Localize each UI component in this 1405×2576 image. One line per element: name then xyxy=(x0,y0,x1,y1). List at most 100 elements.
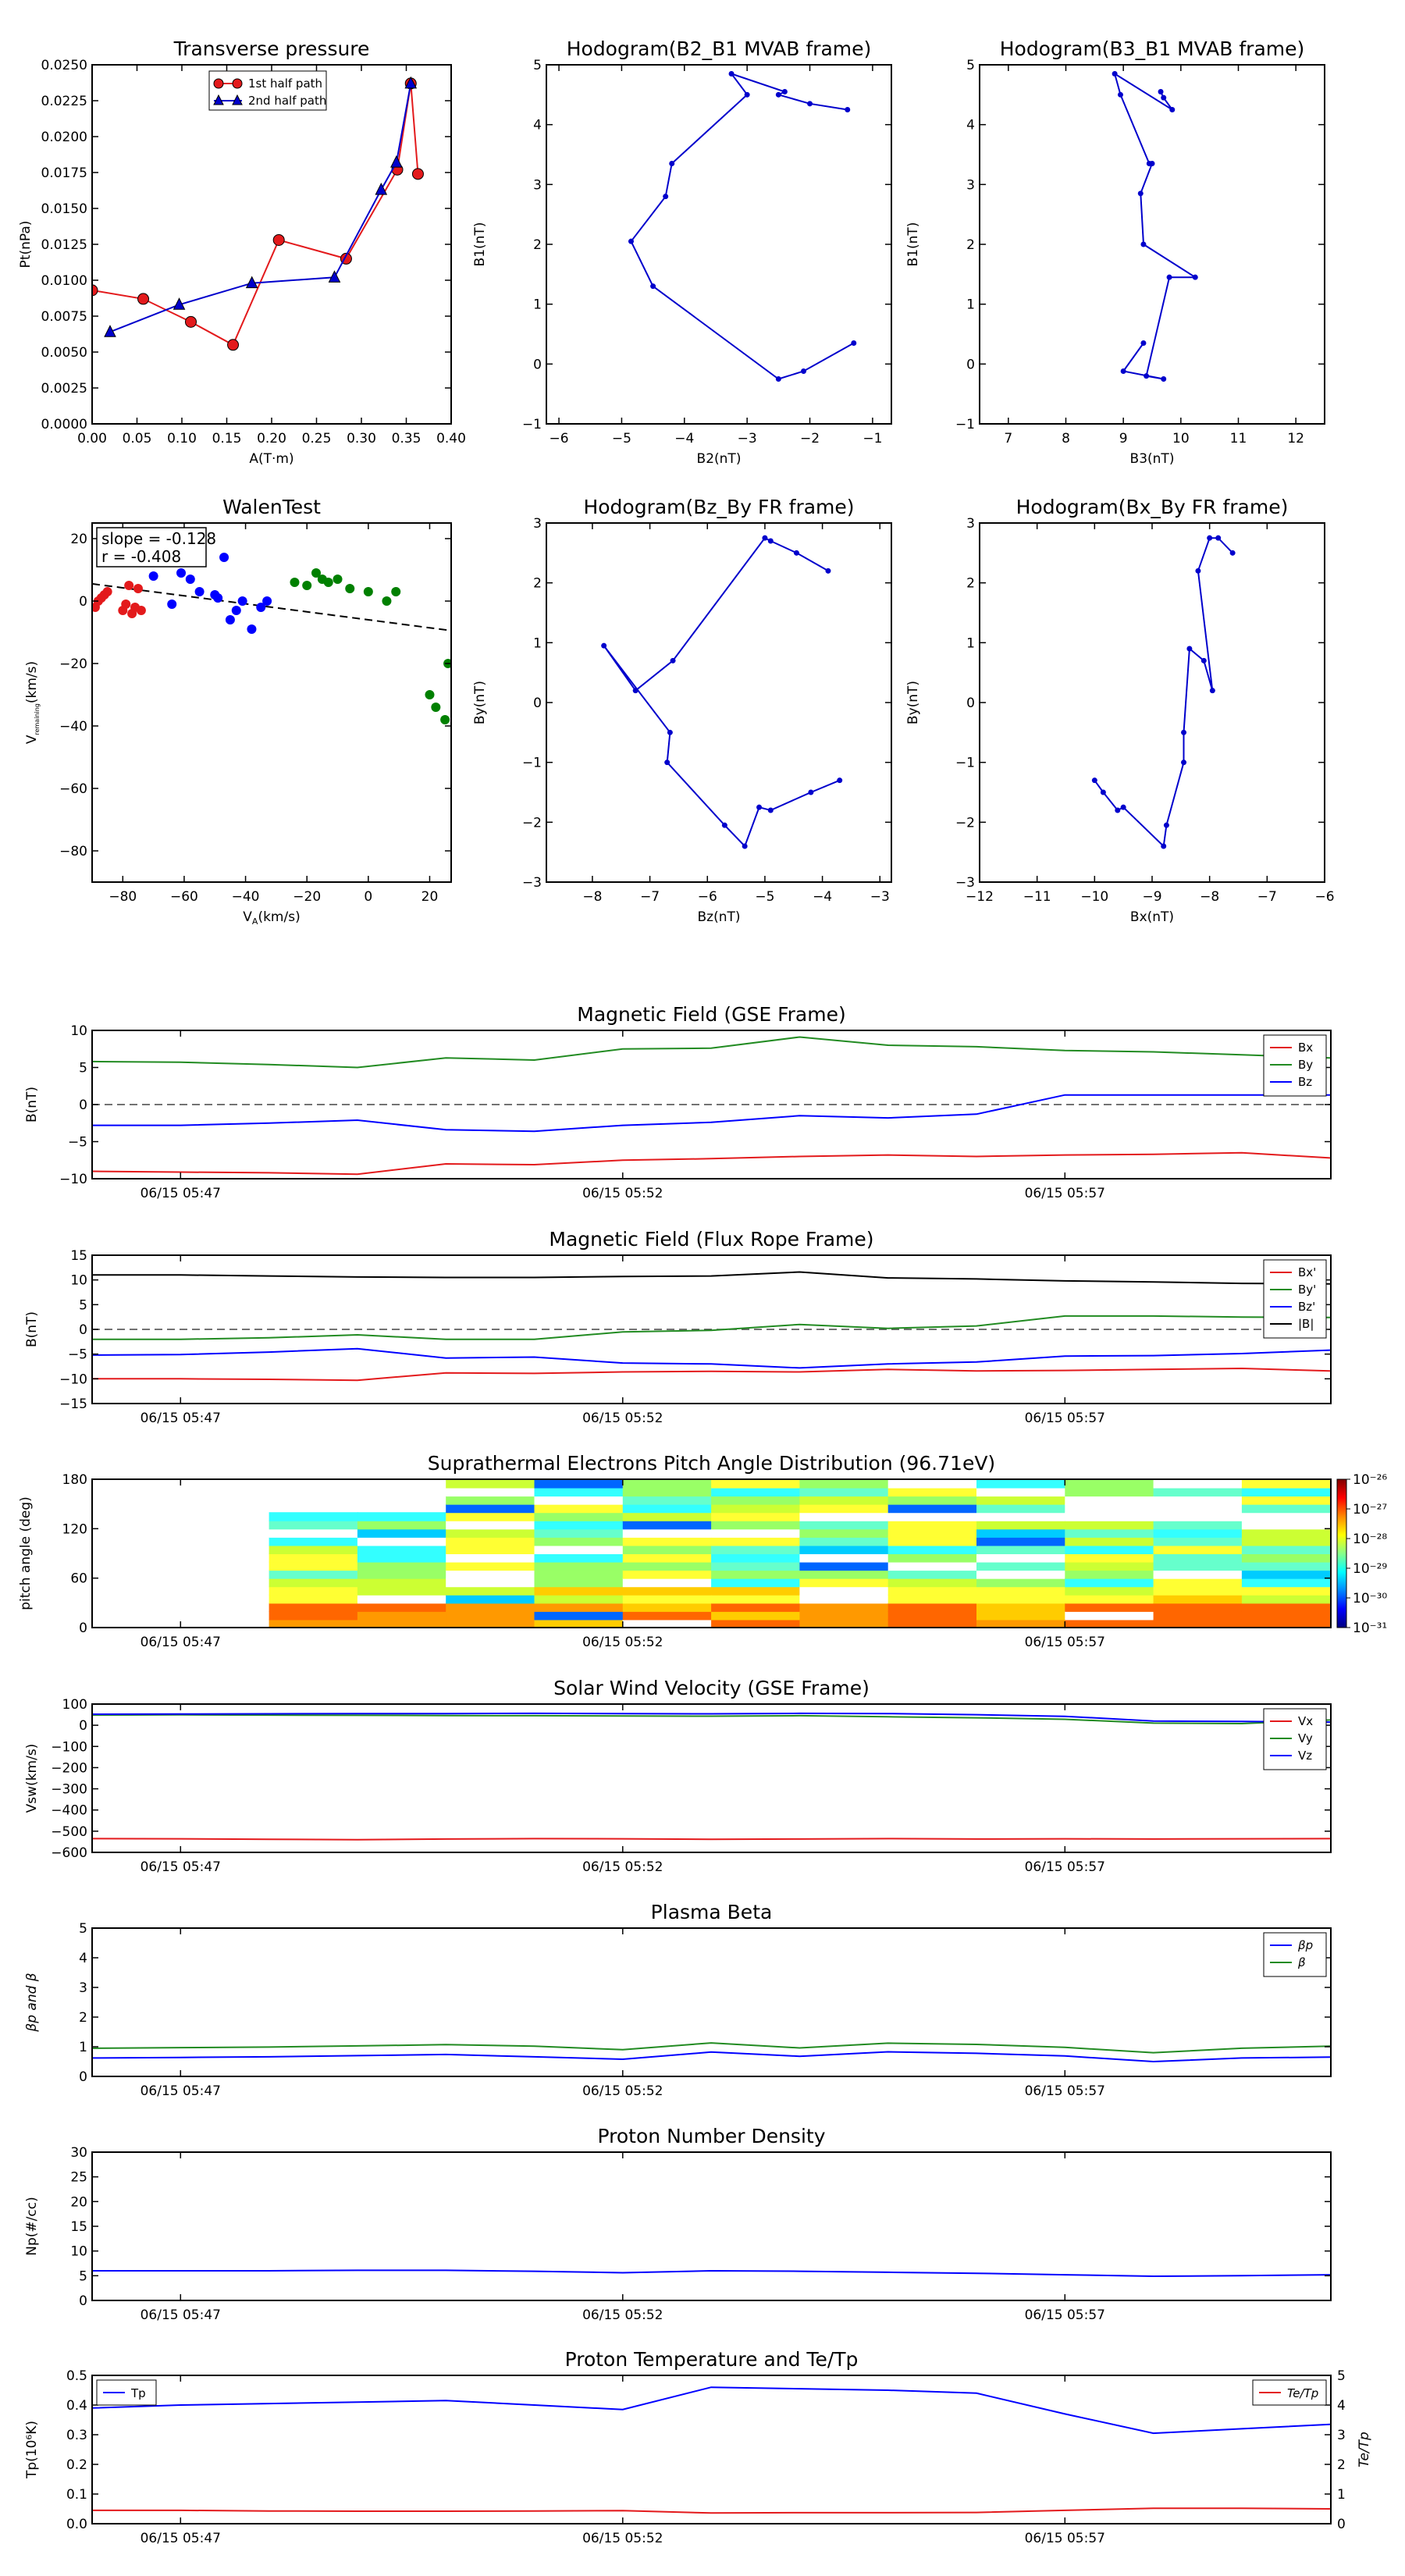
chart-h1: Hodogram(B2_B1 MVAB frame) −1 0 1 2 3 4 5 −6 −5 −4… xyxy=(472,37,892,467)
heatmap-cell xyxy=(1241,1496,1331,1505)
y-tick-label: 25 xyxy=(70,2170,87,2186)
heatmap-cell xyxy=(269,1586,358,1596)
heatmap-cell xyxy=(1153,1553,1243,1563)
colorbar-tick-label: 10⁻²⁹ xyxy=(1353,1561,1387,1577)
x-axis-label-sub: A xyxy=(252,916,258,927)
data-point xyxy=(1146,161,1152,166)
y-tick-label: −80 xyxy=(59,844,87,859)
data-point xyxy=(837,777,843,784)
chart-title: Hodogram(Bz_By FR frame) xyxy=(583,496,854,518)
heatmap-cell xyxy=(1241,1512,1331,1521)
colorbar-tick-label: 10⁻³¹ xyxy=(1353,1621,1387,1636)
y-tick-label: 0 xyxy=(79,1322,87,1338)
x-axis-label-unit: (km/s) xyxy=(258,909,300,925)
heatmap-cell xyxy=(711,1512,801,1521)
data-point xyxy=(323,578,333,587)
y-tick-label: 5 xyxy=(79,1297,87,1313)
data-point xyxy=(1144,373,1150,379)
heatmap-cell xyxy=(622,1545,713,1554)
y-tick-label: −1 xyxy=(522,756,542,771)
heatmap-cell xyxy=(1241,1610,1331,1621)
heatmap-cell xyxy=(269,1536,358,1546)
heatmap-cell xyxy=(976,1603,1066,1612)
x-tick-label: 06/15 05:47 xyxy=(140,1859,221,1875)
heatmap-cell xyxy=(1153,1536,1243,1546)
heatmap-cell xyxy=(1241,1520,1331,1530)
heatmap-cell xyxy=(534,1619,624,1628)
y-tick-label: −600 xyxy=(51,1845,87,1861)
heatmap-cell xyxy=(1153,1520,1243,1530)
y-axis-label: Vremaining(km/s) xyxy=(24,661,41,744)
y-tick-label: 20 xyxy=(70,532,87,547)
chart-title: Hodogram(Bx_By FR frame) xyxy=(1016,496,1289,518)
y-tick-label: 0 xyxy=(79,1718,87,1734)
data-point xyxy=(440,715,450,724)
heatmap-cell xyxy=(887,1586,977,1596)
heatmap-cell xyxy=(799,1603,889,1612)
plot-area xyxy=(1112,71,1198,382)
chart-title: Proton Number Density xyxy=(598,2125,826,2147)
heatmap-cell xyxy=(446,1487,535,1497)
heatmap-cell xyxy=(799,1578,889,1588)
heatmap-cell xyxy=(1241,1594,1331,1604)
legend-label: Vz xyxy=(1298,1749,1312,1763)
heatmap-cell xyxy=(446,1570,535,1579)
x-tick-label: 06/15 05:57 xyxy=(1025,1411,1105,1426)
data-point xyxy=(1215,535,1222,541)
data-point xyxy=(1158,89,1164,94)
plot-area xyxy=(269,1479,1331,1628)
chart-title: Hodogram(B3_B1 MVAB frame) xyxy=(1000,37,1305,60)
y-tick-label: −1 xyxy=(955,756,975,771)
y-axis-label: Pt(nPa) xyxy=(18,221,34,269)
x-tick-label: 06/15 05:52 xyxy=(582,1635,663,1650)
heatmap-cell xyxy=(446,1619,535,1628)
data-point xyxy=(185,315,197,328)
heatmap-cell xyxy=(887,1561,977,1571)
heatmap-cell xyxy=(534,1578,624,1588)
heatmap-cell xyxy=(534,1586,624,1596)
data-point xyxy=(1200,657,1207,664)
data-point xyxy=(667,729,673,735)
heatmap-cell xyxy=(534,1487,624,1497)
data-point xyxy=(213,593,223,603)
heatmap-cell xyxy=(622,1570,713,1579)
heatmap-cell xyxy=(976,1570,1066,1579)
y-tick-label: 0 xyxy=(79,2069,87,2085)
data-point xyxy=(1161,94,1167,101)
heatmap-cell xyxy=(622,1528,713,1538)
legend-label: Te/Tp xyxy=(1287,2386,1318,2400)
heatmap-cell xyxy=(1153,1586,1243,1596)
series-line-Np xyxy=(92,2269,1331,2278)
data-point xyxy=(1161,843,1167,849)
heatmap-cell xyxy=(622,1586,713,1596)
data-point xyxy=(1192,274,1198,280)
heatmap-cell xyxy=(446,1561,535,1571)
x-tick-label: 06/15 05:52 xyxy=(582,1411,663,1426)
y-tick-label: 3 xyxy=(79,1980,87,1996)
y-axis-label: B1(nT) xyxy=(905,222,921,267)
axes-frame xyxy=(979,64,1325,425)
x-tick-label: 06/15 05:52 xyxy=(582,2307,663,2323)
data-point xyxy=(176,568,187,578)
plot-area xyxy=(601,535,843,849)
x-tick-label: 0.25 xyxy=(302,431,332,447)
heatmap-cell xyxy=(1241,1561,1331,1571)
y-tick-label: 4 xyxy=(79,1951,87,1966)
y-tick-label: 0.1 xyxy=(66,2487,87,2503)
data-point xyxy=(256,603,266,612)
heatmap-cell xyxy=(976,1594,1066,1604)
data-point xyxy=(669,161,675,166)
heatmap-cell xyxy=(1153,1512,1243,1521)
axes-frame xyxy=(546,64,892,425)
heatmap-cell xyxy=(269,1528,358,1538)
colorbar-tick-label: 10⁻²⁷ xyxy=(1353,1502,1387,1517)
heatmap-cell xyxy=(799,1512,889,1521)
x-tick-label: 06/15 05:47 xyxy=(140,1411,221,1426)
heatmap-cell xyxy=(1241,1619,1331,1628)
heatmap-cell xyxy=(1241,1536,1331,1546)
heatmap-cell xyxy=(1065,1578,1154,1588)
y-tick-label: 0 xyxy=(79,1098,87,1113)
annotation-box xyxy=(96,527,207,568)
y-tick-label: 1 xyxy=(966,635,975,651)
heatmap-cell xyxy=(622,1561,713,1571)
